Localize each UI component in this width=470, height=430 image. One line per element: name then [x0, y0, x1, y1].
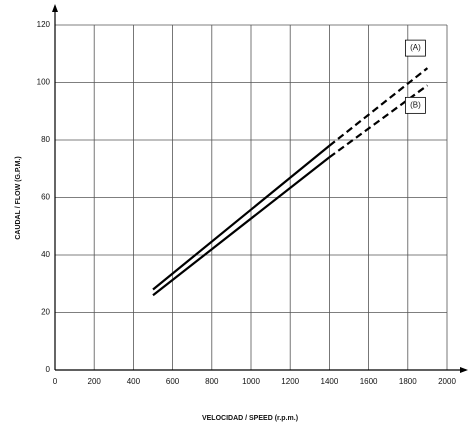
- x-tick-label: 1200: [281, 377, 299, 386]
- x-tick-label: 2000: [438, 377, 456, 386]
- series-label-box: [404, 39, 426, 57]
- x-axis-arrow: [460, 367, 468, 373]
- y-tick-label: 100: [37, 78, 51, 87]
- y-tick-label: 20: [41, 308, 50, 317]
- x-tick-label: 600: [166, 377, 180, 386]
- series-label: (A): [410, 43, 421, 52]
- y-tick-label: 120: [37, 20, 51, 29]
- y-tick-label: 60: [41, 193, 50, 202]
- series-line: [328, 67, 429, 147]
- y-axis-arrow: [52, 4, 58, 12]
- series-line: [152, 156, 331, 297]
- x-tick-label: 1600: [360, 377, 378, 386]
- x-tick-label: 0: [53, 377, 58, 386]
- series-label-box: [404, 96, 426, 114]
- y-tick-label: 80: [41, 135, 50, 144]
- x-tick-label: 1000: [242, 377, 260, 386]
- series-line: [328, 84, 429, 159]
- x-tick-label: 1400: [321, 377, 339, 386]
- x-tick-label: 200: [88, 377, 102, 386]
- x-tick-label: 400: [127, 377, 141, 386]
- series-line: [152, 144, 331, 291]
- x-tick-label: 1800: [399, 377, 417, 386]
- x-axis-label: VELOCIDAD / SPEED (r.p.m.): [202, 415, 298, 422]
- y-tick-label: 40: [41, 250, 50, 259]
- y-axis-label: CAUDAL / FLOW (G.P.M.): [15, 156, 22, 239]
- y-tick-label: 0: [46, 365, 51, 374]
- x-tick-label: 800: [205, 377, 219, 386]
- series-label: (B): [410, 100, 421, 109]
